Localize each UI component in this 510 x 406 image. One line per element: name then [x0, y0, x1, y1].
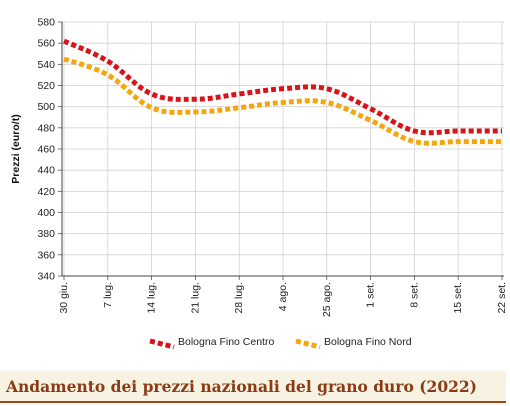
- title-bar: Andamento dei prezzi nazionali del grano…: [0, 371, 506, 403]
- y-tick-label: 520: [37, 80, 55, 92]
- legend-swatch: [149, 338, 175, 350]
- series-lines: [62, 38, 502, 146]
- x-tick-label: 8 set.: [408, 282, 420, 308]
- x-tick-label: 22 set.: [496, 282, 508, 314]
- y-tick-label: 460: [37, 144, 55, 156]
- grid-lines: [62, 21, 504, 276]
- x-tick-label: 14 lug.: [146, 282, 158, 314]
- y-tick-label: 420: [37, 186, 55, 198]
- y-tick-label: 480: [37, 122, 55, 134]
- y-axis-title: Prezzi (euro/t): [10, 114, 22, 183]
- x-tick-labels: 30 giu. 7 lug. 14 lug. 21 lug. 28 lug. 4 ago.…: [58, 282, 508, 317]
- legend-label: Bologna Fino Centro: [178, 336, 274, 348]
- series-line-1: [62, 38, 502, 136]
- series-line-2: [63, 56, 502, 146]
- x-tick-label: 25 ago.: [321, 282, 333, 317]
- axes: [58, 21, 504, 280]
- x-tick-label: 1 set.: [365, 282, 377, 308]
- x-tick-label: 28 lug.: [233, 282, 245, 314]
- x-tick-label: 7 lug.: [102, 282, 114, 308]
- y-tick-label: 560: [37, 38, 55, 50]
- y-tick-label: 440: [37, 165, 55, 177]
- y-tick-label: 340: [37, 271, 55, 283]
- legend: Bologna Fino Centro Bologna Fino Nord: [149, 336, 412, 350]
- y-tick-label: 540: [37, 59, 55, 71]
- x-tick-label: 30 giu.: [58, 282, 70, 314]
- y-tick-label: 360: [37, 249, 55, 261]
- y-tick-labels: 340 360 380 400 420 440 460 480 500 520 540 560 580: [37, 17, 55, 283]
- y-tick-label: 400: [37, 207, 55, 219]
- chart-title: Andamento dei prezzi nazionali del grano…: [6, 376, 478, 396]
- x-tick-label: 21 lug.: [189, 282, 201, 314]
- y-tick-label: 380: [37, 228, 55, 240]
- line-chart: 340360380400420440460480500520540560580 …: [10, 17, 508, 350]
- x-tick-label: 4 ago.: [277, 282, 289, 311]
- legend-label: Bologna Fino Nord: [324, 336, 412, 348]
- x-tick-label: 15 set.: [452, 282, 464, 314]
- y-tick-label: 500: [37, 101, 55, 113]
- legend-swatch: [295, 338, 321, 350]
- y-tick-label: 580: [37, 17, 55, 29]
